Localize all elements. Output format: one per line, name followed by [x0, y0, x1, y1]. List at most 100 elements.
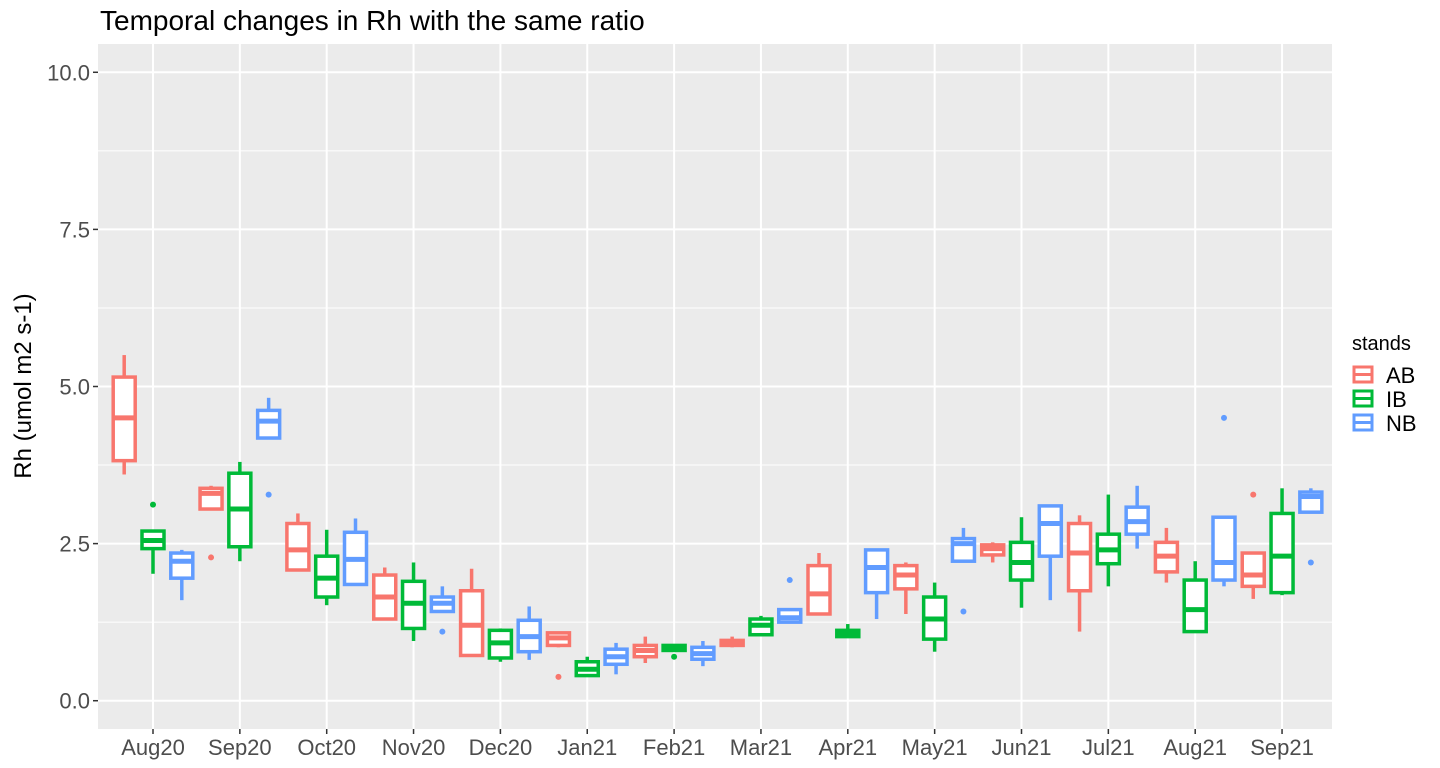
box-AB-Aug20 — [111, 355, 137, 475]
box-NB-Oct20 — [342, 518, 369, 587]
outlier-point — [1221, 414, 1227, 421]
box-AB-Sep20 — [198, 485, 224, 561]
series-AB — [111, 355, 1266, 680]
x-axis: Aug20 Sep20 Oct20 Nov20 Dec20 Jan21 Feb21 Mar21… — [121, 729, 1314, 760]
box-NB-Nov20 — [429, 586, 456, 635]
box-AB-Oct20 — [285, 513, 311, 572]
y-tick-label: 10.0 — [47, 60, 90, 85]
x-tick-label: Mar21 — [730, 735, 792, 760]
box-NB-Sep21 — [1298, 488, 1324, 566]
box-NB-Aug21 — [1211, 414, 1237, 587]
box-rect — [863, 548, 890, 595]
series-NB — [169, 397, 1324, 675]
x-tick-label: Jul21 — [1082, 735, 1135, 760]
box-rect — [1211, 515, 1237, 582]
y-tick-label: 5.0 — [59, 375, 90, 400]
box-NB-Jan21 — [603, 642, 629, 675]
x-tick-label: Jan21 — [557, 735, 617, 760]
box-rect — [1269, 511, 1295, 595]
box-IB-Nov20 — [400, 562, 427, 642]
box-IB-Oct20 — [313, 529, 340, 606]
x-tick-label: Sep21 — [1250, 735, 1314, 760]
box-AB-Nov20 — [372, 567, 398, 621]
y-tick-label: 0.0 — [59, 689, 90, 714]
x-tick-label: Feb21 — [643, 735, 705, 760]
legend-label: NB — [1386, 411, 1417, 436]
box-IB-Jun21 — [1008, 517, 1035, 608]
box-NB-Dec20 — [516, 606, 542, 660]
legend-key-IB: IB — [1352, 387, 1407, 412]
legend-label: IB — [1386, 387, 1407, 412]
box-IB-Sep20 — [227, 461, 253, 562]
y-axis: 0.0 2.5 5.0 7.5 10.0 — [47, 60, 98, 714]
outlier-point — [208, 554, 215, 561]
box-rect — [1240, 551, 1266, 589]
outlier-point — [555, 673, 562, 680]
box-IB-Feb21 — [661, 643, 687, 660]
chart-title: Temporal changes in Rh with the same rat… — [100, 5, 645, 36]
box-NB-Mar21 — [777, 577, 803, 624]
legend-title: stands — [1352, 333, 1411, 355]
x-tick-label: Jun21 — [992, 735, 1052, 760]
box-rect — [1037, 504, 1064, 558]
outlier-point — [786, 577, 793, 584]
box-NB-Jul21 — [1124, 485, 1150, 549]
outlier-point — [150, 501, 156, 508]
box-AB-May21 — [893, 562, 919, 614]
outlier-point — [960, 608, 967, 615]
box-IB-Jul21 — [1095, 494, 1122, 587]
box-AB-Jun21 — [979, 542, 1006, 563]
box-AB-Jan21 — [545, 631, 572, 680]
box-AB-Dec20 — [458, 568, 485, 658]
box-NB-Apr21 — [863, 548, 890, 620]
box-AB-Jul21 — [1066, 515, 1093, 632]
outlier-point — [671, 653, 678, 660]
box-IB-Jan21 — [574, 656, 600, 678]
box-rect — [169, 551, 195, 580]
box-IB-Dec20 — [487, 628, 514, 662]
y-tick-label: 7.5 — [59, 217, 90, 242]
box-NB-May21 — [950, 527, 977, 615]
x-tick-label: Oct20 — [297, 735, 356, 760]
grid-lines — [98, 44, 1332, 729]
y-axis-title: Rh (umol m2 s-1) — [10, 293, 37, 478]
legend-key-NB: NB — [1352, 411, 1417, 436]
box-rect — [285, 521, 311, 572]
outlier-point — [439, 628, 446, 635]
outlier-point — [1250, 491, 1257, 498]
box-NB-Jun21 — [1037, 504, 1064, 601]
legend-key-AB: AB — [1352, 363, 1415, 388]
x-tick-label: Sep20 — [208, 735, 272, 760]
outlier-point — [1307, 559, 1314, 566]
box-IB-Aug21 — [1182, 561, 1208, 634]
box-NB-Sep20 — [255, 397, 282, 498]
box-IB-Aug20 — [140, 501, 166, 574]
box-AB-Apr21 — [806, 553, 832, 616]
x-tick-label: May21 — [902, 735, 968, 760]
box-IB-Sep21 — [1269, 488, 1295, 596]
box-IB-May21 — [921, 582, 948, 652]
box-NB-Feb21 — [690, 641, 716, 667]
box-rect — [1182, 578, 1208, 634]
outlier-point — [265, 491, 272, 498]
x-tick-label: Nov20 — [382, 735, 446, 760]
x-tick-label: Apr21 — [818, 735, 877, 760]
box-IB-Apr21 — [835, 624, 861, 639]
box-series — [111, 355, 1324, 680]
box-rect — [1066, 521, 1093, 593]
x-tick-label: Dec20 — [469, 735, 533, 760]
legend-label: AB — [1386, 363, 1415, 388]
y-tick-label: 2.5 — [59, 532, 90, 557]
x-tick-label: Aug20 — [121, 735, 185, 760]
box-rect — [806, 563, 832, 616]
box-AB-Feb21 — [632, 636, 659, 664]
box-AB-Mar21 — [719, 636, 745, 648]
box-AB-Sep21 — [1240, 491, 1266, 599]
box-NB-Aug20 — [169, 549, 195, 601]
series-IB — [140, 461, 1295, 678]
x-tick-label: Aug21 — [1163, 735, 1227, 760]
box-AB-Aug21 — [1153, 527, 1180, 583]
box-IB-Mar21 — [748, 615, 774, 637]
